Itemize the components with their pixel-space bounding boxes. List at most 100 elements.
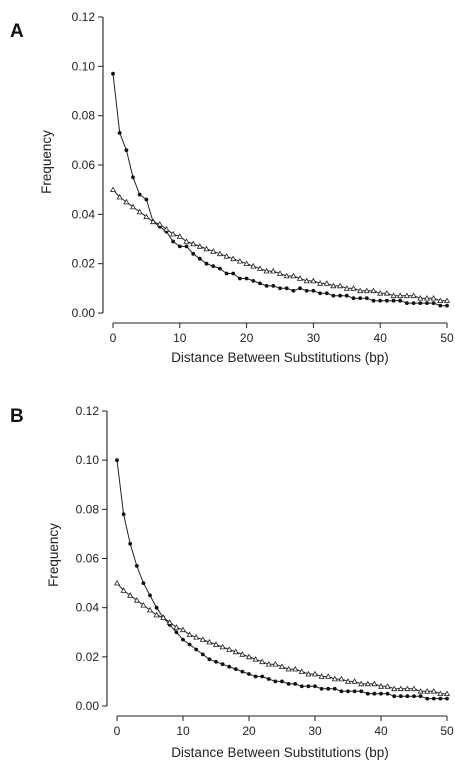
data-point-dot (211, 264, 216, 268)
data-point-triangle (143, 213, 150, 220)
data-point-triangle (136, 208, 143, 215)
panel-label: A (10, 21, 24, 42)
data-point-dot (418, 694, 423, 699)
data-point-dot (131, 175, 135, 180)
data-point-dot (271, 284, 276, 288)
data-point-triangle (370, 287, 377, 294)
data-point-triangle (199, 636, 206, 642)
data-point-triangle (296, 275, 304, 281)
data-point-dot (284, 286, 289, 291)
data-point-dot (220, 662, 225, 667)
panel-b: B Frequency Distance Between Substitutio… (10, 404, 454, 760)
data-point-dot (438, 696, 443, 701)
data-point-triangle (150, 218, 157, 225)
y-axis-title: Frequency (46, 523, 61, 587)
data-point-dot (324, 291, 329, 296)
data-point-dot (260, 674, 265, 679)
data-point-triangle (163, 225, 170, 232)
data-point-triangle (265, 660, 272, 667)
data-point-triangle (317, 280, 324, 286)
x-tick-label: 50 (440, 331, 454, 345)
data-point-triangle (226, 646, 233, 652)
data-point-dot (445, 696, 449, 701)
data-point-triangle (206, 638, 213, 645)
data-point-triangle (331, 675, 338, 682)
x-tick-label: 0 (110, 331, 117, 345)
panel-a: A Frequency Distance Between Substitutio… (10, 10, 454, 365)
data-point-triangle (343, 285, 350, 291)
data-point-dot (326, 686, 331, 691)
data-point-triangle (437, 297, 444, 303)
data-point-dot (358, 296, 363, 301)
data-point-triangle (219, 643, 226, 650)
data-point-triangle (252, 656, 259, 662)
x-tick-label: 20 (242, 724, 256, 738)
data-point-dot (141, 581, 146, 585)
data-point-dot (214, 659, 218, 664)
data-point-triangle (232, 648, 239, 655)
data-point-triangle (397, 685, 404, 692)
data-point-triangle (323, 280, 330, 286)
data-point-triangle (263, 267, 270, 274)
data-point-dot (181, 637, 185, 642)
data-point-triangle (358, 680, 365, 687)
data-point-dot (405, 301, 409, 305)
data-point-dot (311, 288, 316, 293)
data-point-triangle (357, 287, 364, 294)
data-point-dot (306, 684, 311, 689)
data-point-dot (231, 271, 236, 276)
data-point-dot (177, 244, 182, 249)
data-point-triangle (156, 220, 163, 227)
y-tick-label: 0.02 (76, 650, 100, 664)
x-axis-title: Distance Between Substitutions (bp) (171, 350, 389, 365)
data-point-dot (351, 296, 356, 301)
y-tick-label: 0.00 (76, 699, 100, 713)
series-line-triangle (116, 582, 447, 695)
data-point-dot (359, 689, 364, 694)
x-tick-label: 40 (374, 724, 388, 738)
x-tick-label: 20 (240, 331, 254, 345)
data-point-triangle (190, 240, 197, 247)
data-point-triangle (153, 611, 160, 618)
data-point-triangle (256, 265, 264, 271)
y-tick-label: 0.02 (72, 257, 96, 271)
data-point-triangle (270, 267, 277, 274)
data-point-dot (137, 192, 142, 197)
data-point-dot (115, 458, 119, 463)
data-point-dot (304, 288, 309, 293)
data-point-dot (372, 691, 377, 696)
data-point-dot (258, 281, 262, 286)
data-point-dot (352, 689, 357, 694)
y-tick-label: 0.06 (72, 158, 96, 172)
data-point-dot (174, 630, 179, 635)
data-point-triangle (310, 277, 317, 284)
data-point-dot (117, 131, 122, 135)
data-point-dot (331, 293, 336, 298)
data-point-dot (371, 298, 376, 303)
data-point-dot (405, 694, 410, 699)
data-point-triangle (303, 277, 310, 284)
data-point-dot (247, 672, 251, 676)
data-point-triangle (179, 626, 187, 633)
data-point-triangle (424, 688, 431, 694)
data-point-dot (391, 298, 396, 303)
data-point-triangle (272, 660, 279, 667)
data-point-triangle (423, 294, 431, 301)
data-point-triangle (243, 260, 250, 266)
data-point-dot (278, 286, 282, 291)
data-point-triangle (403, 292, 410, 299)
data-point-dot (264, 284, 269, 288)
data-point-dot (197, 256, 202, 261)
data-point-triangle (183, 238, 190, 244)
data-point-dot (318, 291, 322, 296)
data-point-dot (251, 279, 256, 283)
data-point-triangle (363, 287, 370, 294)
y-axis-title: Frequency (39, 130, 54, 194)
x-tick-label: 50 (440, 724, 454, 738)
data-point-triangle (298, 668, 305, 674)
data-point-dot (204, 261, 209, 266)
data-point-triangle (212, 641, 220, 647)
x-tick-label: 0 (114, 724, 121, 738)
data-point-triangle (404, 685, 411, 692)
data-point-dot (253, 674, 258, 679)
